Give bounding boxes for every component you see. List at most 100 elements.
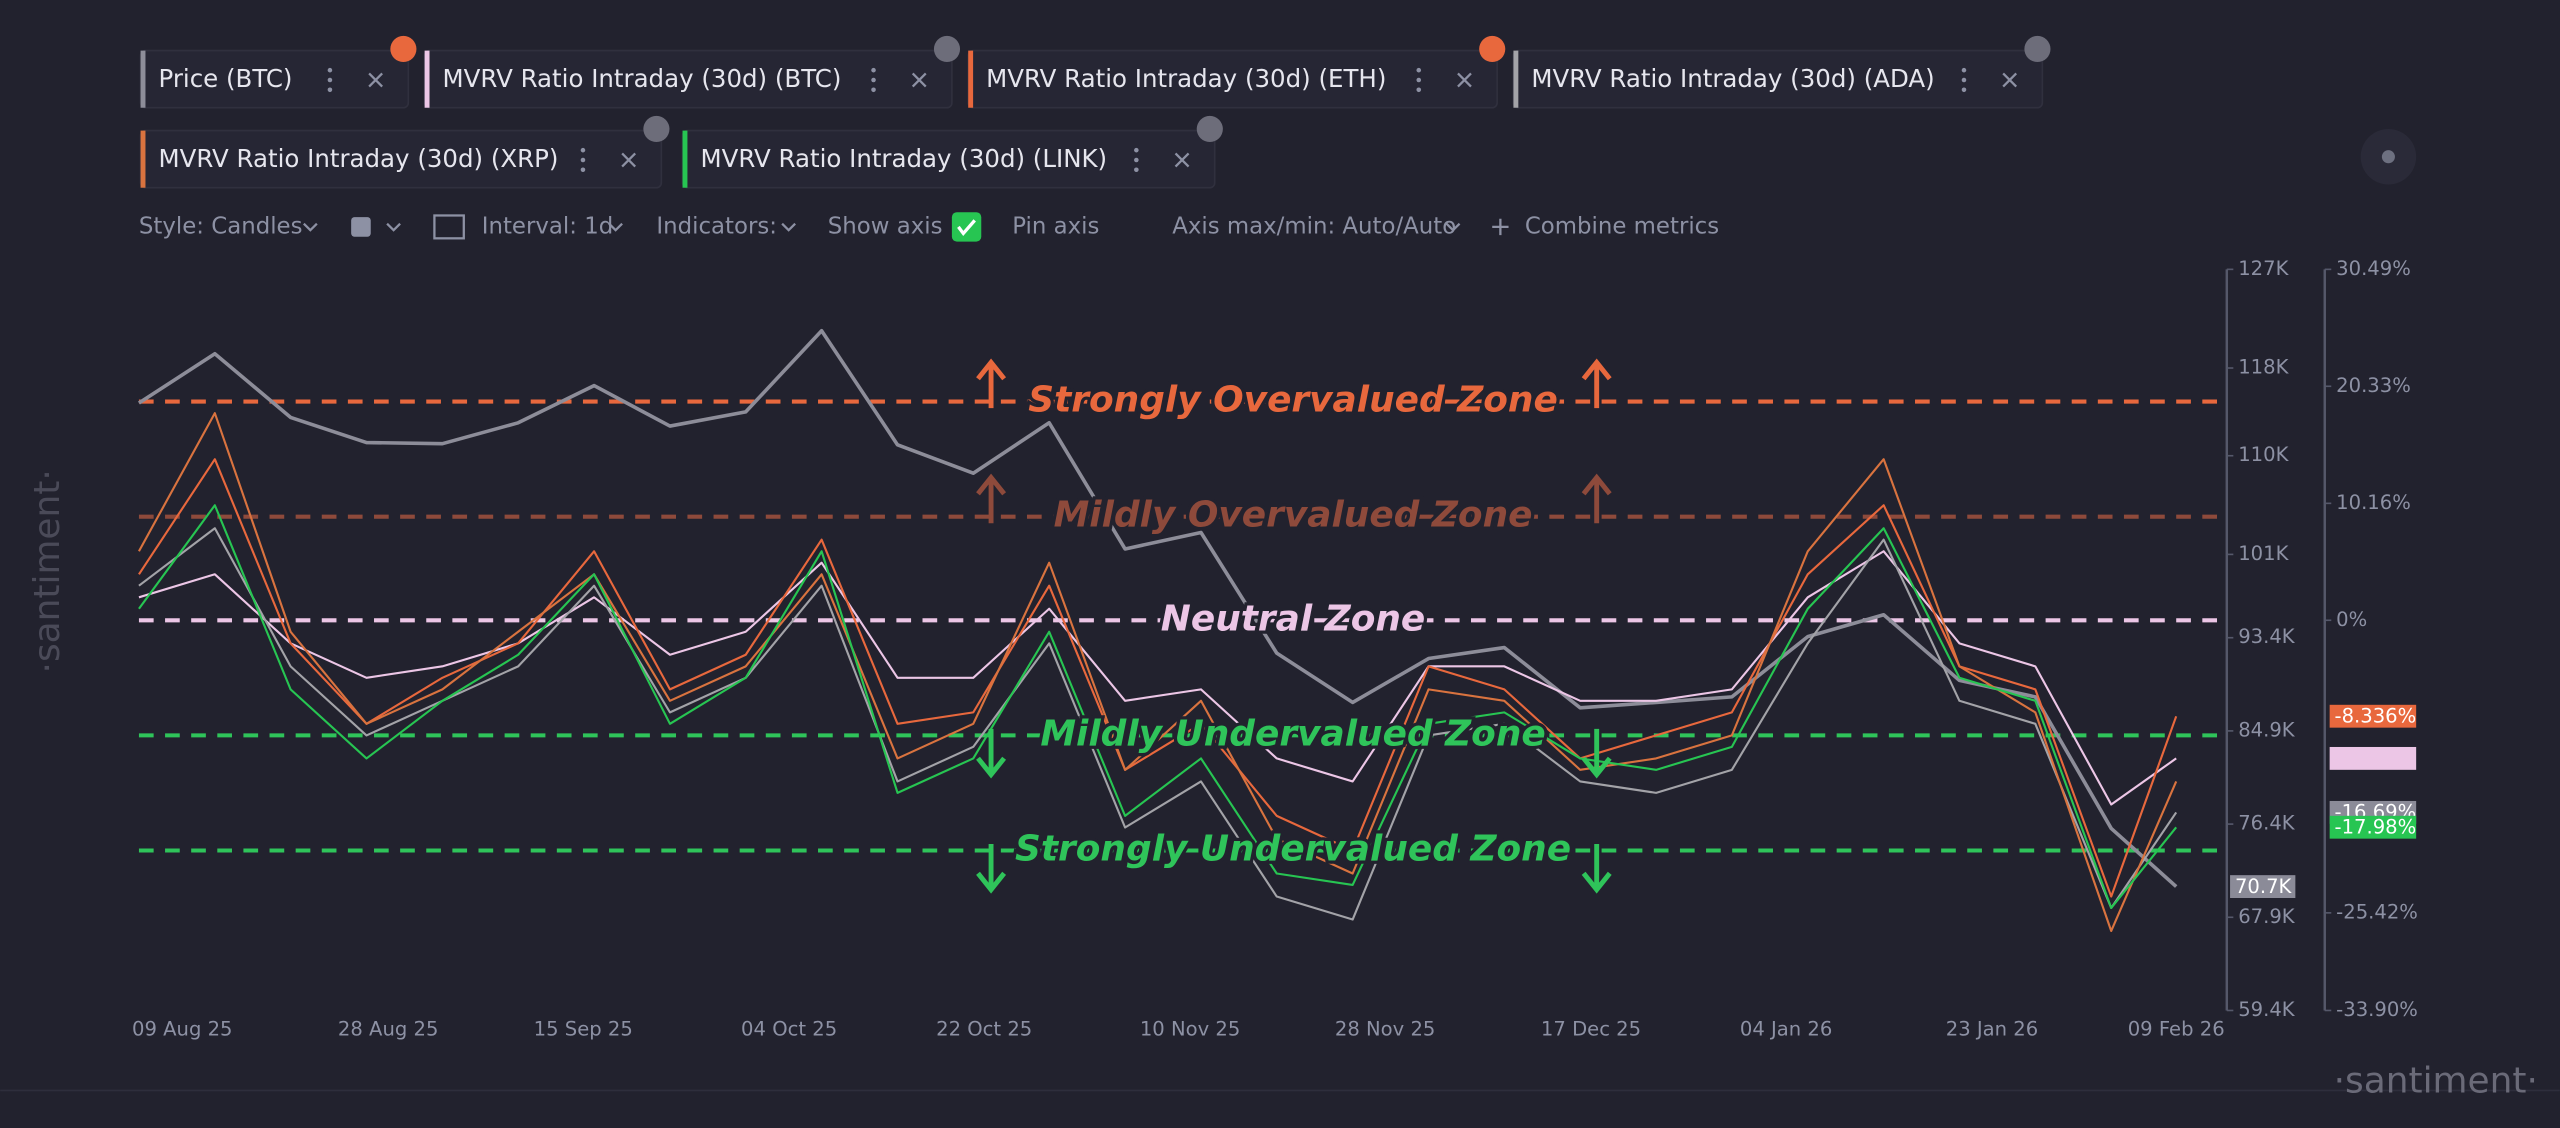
chevron (303, 222, 318, 232)
toolbar-item[interactable]: Style: Candles (139, 213, 303, 239)
tab-color (424, 50, 430, 108)
tab-color (140, 50, 146, 108)
menu-dot (327, 77, 333, 83)
chevron (1445, 222, 1461, 232)
toolbar-item[interactable]: Show axis (828, 213, 943, 239)
tab-label: MVRV Ratio Intraday (30d) (LINK) (700, 144, 1107, 173)
menu-dot (327, 87, 333, 93)
zone-arrow (976, 843, 1007, 894)
y-tick-label: 84.9K (2238, 718, 2296, 741)
tab-label: MVRV Ratio Intraday (30d) (ETH) (986, 64, 1386, 93)
value-badge-label: -8.336% (2335, 705, 2417, 728)
y-tick-label: 110K (2238, 443, 2289, 466)
zone-arrow (976, 728, 1007, 779)
close-icon[interactable] (1457, 72, 1472, 88)
tab-color (140, 130, 146, 188)
toolbar-item[interactable]: Axis max/min: Auto/Auto (1172, 213, 1456, 239)
x-tick-label: 23 Jan 26 (1946, 1018, 2038, 1041)
coin-icon (933, 35, 961, 63)
y-tick-label: 59.4K (2238, 998, 2296, 1021)
checkbox[interactable] (951, 212, 982, 242)
toolbar-item[interactable]: Indicators: (656, 213, 777, 239)
close-icon[interactable] (1174, 152, 1190, 168)
coin-icon (1479, 35, 1506, 63)
check (957, 219, 976, 237)
menu-dot (1416, 67, 1422, 73)
menu-dot (580, 167, 586, 173)
value-badge (2329, 746, 2417, 770)
y-tick-label: 76.4K (2238, 812, 2296, 835)
x-tick-label: 04 Oct 25 (741, 1018, 837, 1041)
zone-label: Strongly Undervalued Zone (1015, 828, 1571, 869)
watermark: ·santiment· (2334, 1060, 2538, 1101)
watermark-side: ·santiment· (27, 469, 68, 673)
y-tick-label: 101K (2238, 542, 2289, 565)
metric-tab[interactable]: Price (BTC) (139, 35, 417, 109)
zone-label: Mildly Overvalued Zone (1054, 495, 1533, 536)
zone-arrow (1581, 358, 1612, 409)
coin-icon (1196, 115, 1223, 143)
metric-tab[interactable]: MVRV Ratio Intraday (30d) (LINK) (681, 115, 1223, 189)
toolbar-item[interactable]: Pin axis (1012, 213, 1099, 239)
interval-icon (433, 214, 465, 240)
menu-dot (1134, 167, 1139, 173)
y-tick-label: 127K (2238, 257, 2289, 280)
menu-dot (871, 67, 876, 73)
series-line (138, 412, 2178, 933)
x-tick-label: 22 Oct 25 (936, 1018, 1032, 1041)
x-tick-label: 09 Feb 26 (2128, 1018, 2225, 1041)
y2-tick-label: 20.33% (2336, 374, 2411, 397)
menu-dot (871, 77, 876, 83)
y-tick-label: 93.4K (2238, 625, 2296, 648)
tab-color (682, 130, 688, 188)
metric-tab[interactable]: MVRV Ratio Intraday (30d) (ETH) (967, 35, 1506, 109)
menu-dot (871, 87, 876, 93)
value-badge (2230, 875, 2296, 899)
x-tick-label: 17 Dec 25 (1541, 1018, 1641, 1041)
zone-label: Strongly Overvalued Zone (1028, 380, 1558, 421)
x-tick-label: 10 Nov 25 (1140, 1018, 1240, 1041)
zones (138, 399, 2226, 853)
series-line (138, 550, 2177, 806)
settings-dot (2381, 150, 2395, 164)
zone-arrow (1581, 728, 1612, 779)
chevron (386, 222, 401, 232)
metric-tab[interactable]: MVRV Ratio Intraday (30d) (ADA) (1512, 35, 2051, 109)
tab-box (1512, 49, 2044, 109)
zone-label: Mildly Undervalued Zone (1040, 713, 1545, 754)
chevron (781, 222, 796, 232)
close-icon[interactable] (2002, 72, 2018, 88)
value-badge-label: 70.7K (2235, 875, 2293, 898)
toolbar-item[interactable]: Interval: 1d (482, 213, 613, 239)
x-tick-label: 28 Nov 25 (1335, 1018, 1435, 1041)
coin-icon (643, 115, 670, 143)
zone-arrow (976, 473, 1007, 524)
tab-label: MVRV Ratio Intraday (30d) (ADA) (1531, 64, 1934, 93)
menu-dot (580, 157, 586, 163)
menu-dot (1416, 77, 1422, 83)
x-tick-label: 04 Jan 26 (1740, 1018, 1832, 1041)
y2-tick-label: -25.42% (2336, 900, 2418, 923)
toolbar-item[interactable]: Combine metrics (1525, 213, 1719, 239)
tab-label: Price (BTC) (159, 64, 293, 93)
chevron (608, 222, 623, 232)
coin-icon (390, 35, 417, 63)
coin-icon (2024, 35, 2051, 63)
menu-dot (1416, 87, 1422, 93)
metric-tab[interactable]: MVRV Ratio Intraday (30d) (XRP) (139, 115, 670, 189)
menu-dot (1961, 87, 1967, 93)
zone-arrow (1581, 843, 1612, 894)
color-square (351, 217, 371, 237)
y-tick-label: 67.9K (2238, 905, 2296, 928)
close-icon[interactable] (911, 72, 927, 88)
close-icon[interactable] (621, 152, 637, 168)
plus (1492, 218, 1509, 236)
zone-arrow (1581, 473, 1612, 524)
series-line (138, 527, 2178, 921)
y-tick-label: 118K (2238, 356, 2289, 379)
metric-tab[interactable]: MVRV Ratio Intraday (30d) (BTC) (423, 35, 961, 109)
tab-color (968, 50, 974, 108)
close-icon[interactable] (368, 72, 383, 88)
zone-arrow (976, 358, 1007, 409)
